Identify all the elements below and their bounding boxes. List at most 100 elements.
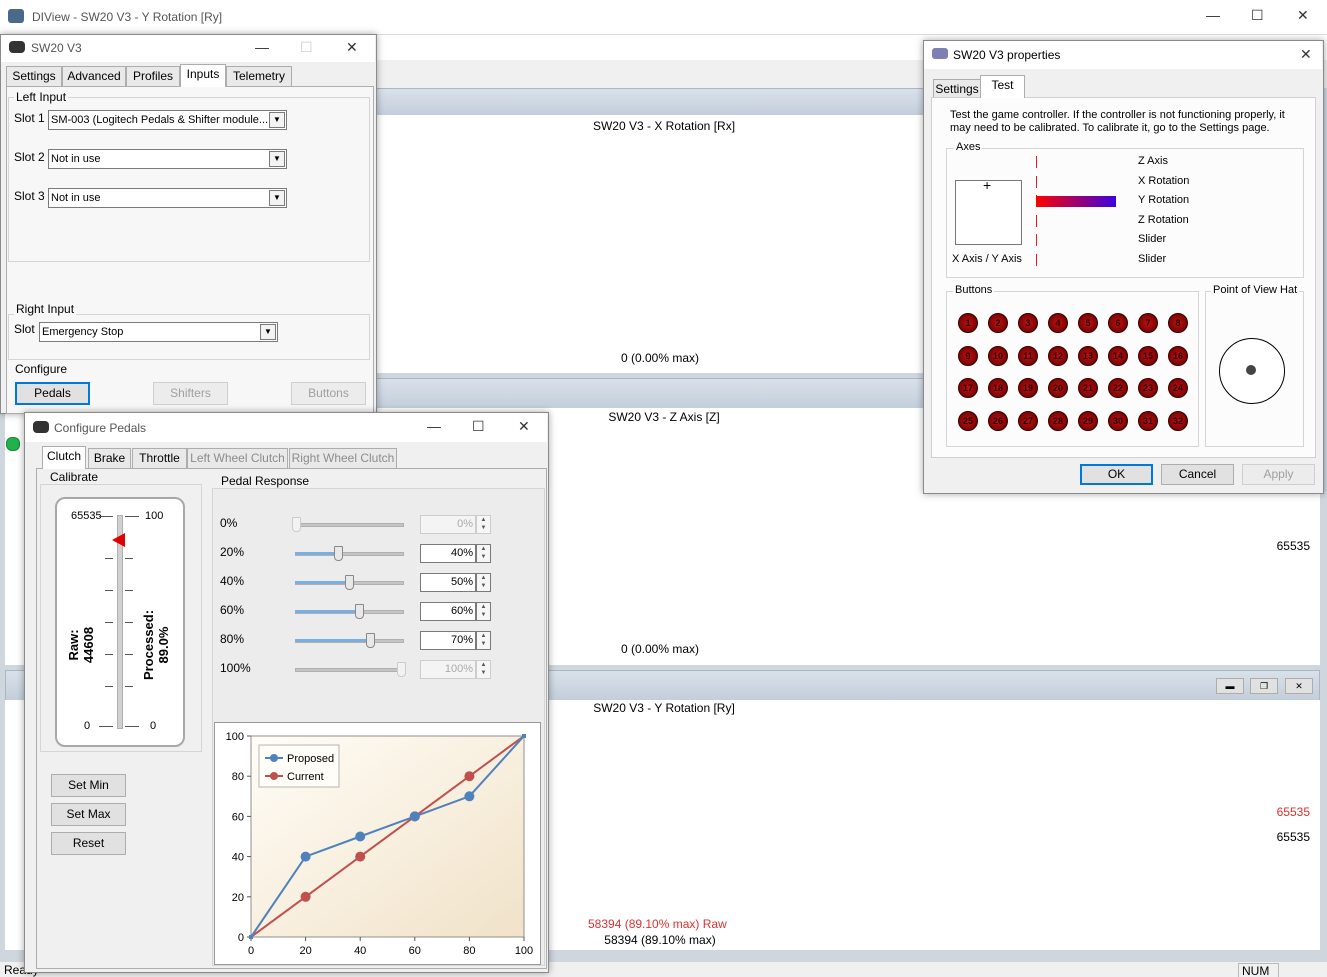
minimize[interactable]: —: [427, 418, 441, 434]
series-point: [464, 771, 475, 782]
slot-combo[interactable]: Emergency Stop ▼: [39, 322, 278, 342]
panel-title: SW20 V3 - Z Axis [Z]: [608, 410, 720, 424]
series-point: [355, 851, 366, 862]
tab[interactable]: Inputs: [180, 64, 226, 87]
maximize[interactable]: ☐: [1251, 7, 1264, 23]
pedals-button[interactable]: Pedals: [15, 382, 90, 405]
status-led: [6, 437, 20, 451]
spin-arrows[interactable]: ▲ ▼: [476, 573, 491, 592]
spin-box: 0%: [420, 515, 476, 534]
axis-indicator: [1036, 175, 1037, 188]
response-chart: 0 20 40 60 80 100 0 20 40 60 80 100 Proposed Current: [214, 722, 541, 965]
dropdown: ▼: [269, 112, 285, 128]
axis-indicator: [1036, 253, 1037, 266]
tab[interactable]: Settings: [6, 66, 62, 86]
maximize[interactable]: ☐: [472, 418, 485, 434]
axis-bar: [1036, 196, 1116, 207]
panel-minimize[interactable]: ▬: [1216, 678, 1244, 694]
spin-arrows[interactable]: ▲ ▼: [476, 602, 491, 621]
series-point: [522, 734, 526, 738]
window-icon: [932, 48, 948, 59]
tab[interactable]: Clutch: [42, 446, 86, 469]
slider-thumb: [292, 517, 301, 532]
panel-title: SW20 V3 - X Rotation [Rx]: [592, 119, 736, 133]
app-icon: [8, 9, 24, 23]
window-icon: [9, 41, 25, 53]
panel-readout: 58394 (89.10% max): [604, 933, 716, 947]
combo-value: SM-003 (Logitech Pedals & Shifter module…: [51, 114, 269, 126]
spin-arrows[interactable]: ▲ ▼: [476, 544, 491, 563]
axis-indicator: [1036, 214, 1037, 227]
xy-label: X Axis / Y Axis: [952, 253, 1022, 265]
close[interactable]: ✕: [346, 39, 358, 55]
slot-combo[interactable]: SM-003 (Logitech Pedals & Shifter module…: [48, 110, 287, 130]
tab[interactable]: Telemetry: [226, 66, 292, 86]
controller-button: 8: [1168, 313, 1188, 333]
mdi-border: [0, 88, 5, 962]
controller-button: 23: [1138, 378, 1158, 399]
close[interactable]: ✕: [1300, 46, 1312, 62]
y-tick-label: 80: [232, 771, 244, 783]
pedal-track: [117, 515, 123, 729]
series-point: [409, 811, 420, 822]
slider-thumb[interactable]: [355, 604, 364, 619]
scale-tick: [105, 654, 113, 655]
tab[interactable]: Settings: [933, 79, 981, 99]
tab[interactable]: Throttle: [132, 448, 187, 468]
xy-cursor: +: [983, 177, 992, 193]
scale-tick: [99, 726, 113, 727]
spin-box[interactable]: 70%: [420, 631, 476, 650]
raw-readout: 58394 (89.10% max) Raw: [588, 917, 727, 931]
slot-combo[interactable]: Not in use ▼: [48, 188, 287, 208]
set-max-button[interactable]: Set Max: [51, 803, 126, 826]
controller-button: 26: [988, 411, 1008, 432]
raw-label: Raw:: [66, 629, 81, 661]
close[interactable]: ✕: [1297, 7, 1309, 23]
group-label: Configure: [15, 362, 68, 376]
slider-thumb: [397, 662, 406, 677]
spin-box[interactable]: 40%: [420, 544, 476, 563]
processed-value: 89.0%: [156, 626, 171, 664]
controller-button: 13: [1078, 345, 1098, 366]
tab[interactable]: Brake: [88, 448, 131, 468]
spin-box[interactable]: 50%: [420, 573, 476, 592]
minimize[interactable]: —: [1206, 7, 1220, 23]
slot-combo[interactable]: Not in use ▼: [48, 149, 287, 169]
spin-box[interactable]: 60%: [420, 602, 476, 621]
y-tick-label: 0: [238, 932, 244, 944]
axis-max-label: 65535: [1276, 539, 1310, 553]
scale-tick: [125, 516, 139, 517]
scale-tick: [105, 686, 113, 687]
slider-thumb[interactable]: [365, 633, 375, 648]
scale-tick: [99, 516, 113, 517]
scale-tick: [105, 590, 113, 591]
row-label: 0%: [220, 516, 238, 530]
axis-label: Y Rotation: [1138, 194, 1190, 206]
tab[interactable]: Left Wheel Clutch: [187, 448, 288, 468]
tab[interactable]: Test: [980, 75, 1025, 98]
controller-button: 7: [1138, 313, 1158, 333]
set-min-button[interactable]: Set Min: [51, 774, 126, 797]
tab[interactable]: Advanced: [62, 66, 126, 86]
slider-thumb[interactable]: [344, 575, 354, 590]
window-title: SW20 V3: [31, 41, 82, 55]
tab[interactable]: Right Wheel Clutch: [289, 448, 397, 468]
scale-tick: [125, 558, 133, 559]
minimize[interactable]: —: [255, 39, 269, 55]
slider-thumb[interactable]: [334, 546, 343, 561]
reset-button[interactable]: Reset: [51, 832, 126, 855]
panel-close[interactable]: ✕: [1285, 678, 1313, 694]
controller-button: 29: [1078, 411, 1098, 432]
cancel-button[interactable]: Cancel: [1161, 464, 1234, 485]
spin-arrows[interactable]: ▲ ▼: [476, 631, 491, 650]
intro-text: Test the game controller. If the control…: [950, 109, 1285, 134]
panel-restore[interactable]: ❐: [1250, 678, 1278, 694]
y-tick-label: 40: [232, 852, 244, 864]
tab[interactable]: Profiles: [126, 66, 180, 86]
scale-label: 0: [150, 720, 157, 732]
shifters-button: Shifters: [153, 382, 228, 405]
slider-fill: [295, 610, 358, 613]
controller-button: 28: [1048, 411, 1068, 432]
close[interactable]: ✕: [518, 418, 530, 434]
ok-button[interactable]: OK: [1080, 464, 1153, 485]
